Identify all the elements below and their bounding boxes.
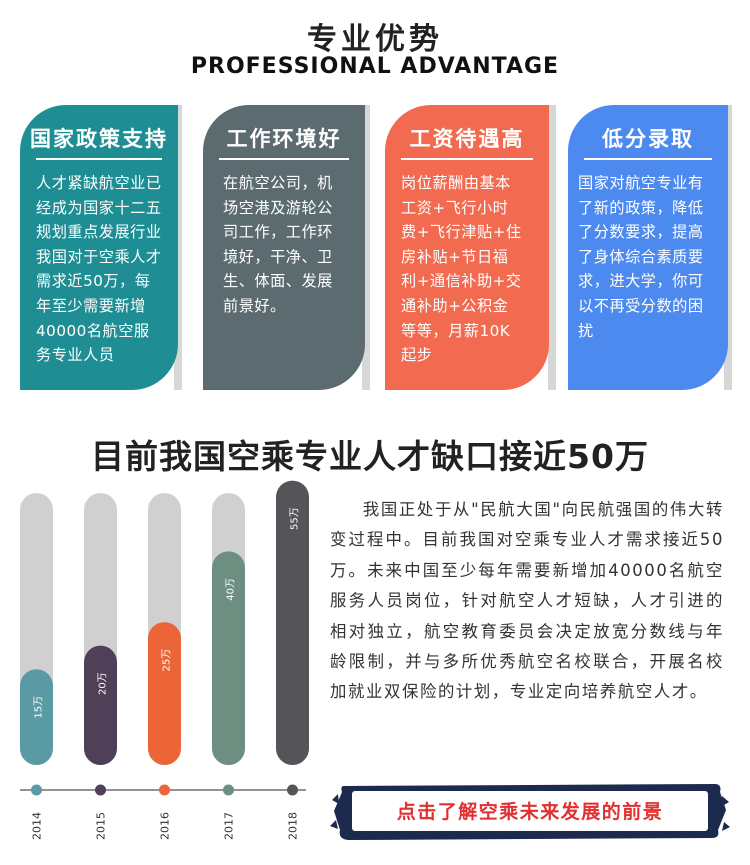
card-line: 以不再受分数的困 — [578, 296, 704, 315]
card-line: 求，进大学，你可 — [578, 272, 704, 291]
bar-2016 — [148, 622, 181, 765]
bar-2014 — [20, 669, 53, 765]
card-line: 国家对航空专业有 — [578, 174, 704, 192]
card-line: 工资+飞行小时 — [401, 198, 509, 217]
card-line: 司工作，工作环 — [223, 223, 333, 242]
card-body: 国家对航空专业有 了新的政策，降低 了分数要求，提高 了身体综合素质要 求，进大… — [578, 171, 722, 343]
x-tick-label: 2016 — [159, 812, 172, 840]
card-title: 工资待遇高 — [409, 127, 525, 151]
card-shadow — [362, 105, 370, 390]
card-line: 40000名航空服 — [36, 321, 150, 340]
card-title: 工作环境好 — [226, 127, 342, 151]
card-salary: 工资待遇高 岗位薪酬由基本 工资+飞行小时 费+飞行津贴+住 房补贴+节日福 利… — [385, 105, 549, 390]
card-line: 人才紧缺航空业已 — [36, 174, 162, 192]
headline: 目前我国空乘专业人才缺口接近50万 — [91, 437, 649, 476]
card-line: 费+飞行津贴+住 — [401, 223, 522, 242]
card-line: 了新的政策，降低 — [578, 198, 704, 217]
card-divider — [401, 158, 533, 160]
card-line: 年至少需要新增 — [36, 296, 146, 315]
card-line: 起步 — [401, 346, 433, 365]
talent-gap-bar-chart: 15万 20万 25万 40万 55万 2014 2015 2016 2017 2018 — [20, 480, 309, 840]
card-line: 扰 — [578, 321, 594, 340]
bar-value-label: 55万 — [290, 507, 301, 530]
bar-value-label: 15万 — [34, 696, 45, 719]
bar-2017 — [212, 551, 245, 765]
card-body: 岗位薪酬由基本 工资+飞行小时 费+飞行津贴+住 房补贴+节日福 利+通信补助+… — [401, 171, 539, 368]
card-line: 利+通信补助+交 — [401, 272, 522, 291]
card-line: 场空港及游轮公 — [223, 198, 333, 217]
card-shadow — [174, 105, 182, 390]
card-low-score: 低分录取 国家对航空专业有 了新的政策，降低 了分数要求，提高 了身体综合素质要… — [568, 105, 728, 390]
card-shadow — [548, 105, 556, 390]
timeline-dot — [223, 784, 234, 796]
section-subtitle: PROFESSIONAL ADVANTAGE — [190, 54, 560, 79]
card-line: 了身体综合素质要 — [578, 247, 704, 266]
timeline-dot — [287, 784, 298, 796]
section-title: 专业优势 — [307, 22, 443, 57]
bar-value-label: 25万 — [162, 649, 173, 672]
brush-banner — [330, 784, 730, 840]
learn-more-label: 点击了解空乘未来发展的前景 — [396, 801, 664, 823]
x-tick-label: 2018 — [287, 812, 300, 840]
x-tick-label: 2015 — [95, 812, 108, 840]
card-line: 房补贴+节日福 — [401, 247, 509, 266]
card-line: 等等，月薪10K — [401, 321, 511, 340]
card-body: 在航空公司，机 场空港及游轮公 司工作，工作环 境好，干净、卫 生、体面、发展 … — [223, 171, 355, 319]
timeline-dot — [159, 784, 170, 796]
card-divider — [584, 158, 712, 160]
card-divider — [219, 158, 349, 160]
card-policy-support: 国家政策支持 人才紧缺航空业已 经成为国家十二五 规划重点发展行业 我国对于空乘… — [20, 105, 178, 390]
bar-2018 — [276, 480, 309, 765]
card-line: 务专业人员 — [36, 346, 115, 365]
timeline-dot — [31, 784, 42, 796]
card-title: 低分录取 — [602, 127, 694, 151]
timeline-dot — [95, 784, 106, 796]
card-title: 国家政策支持 — [30, 127, 168, 151]
learn-more-button[interactable]: 点击了解空乘未来发展的前景 — [330, 780, 730, 842]
bar-value-label: 40万 — [226, 578, 237, 601]
bar-2015 — [84, 645, 117, 765]
card-line: 了分数要求，提高 — [578, 223, 704, 242]
card-line: 通补助+公积金 — [401, 296, 509, 315]
card-line: 境好，干净、卫 — [223, 247, 333, 266]
card-line: 前景好。 — [223, 296, 286, 315]
card-line: 生、体面、发展 — [223, 272, 333, 291]
x-tick-label: 2014 — [31, 812, 44, 840]
x-tick-label: 2017 — [223, 812, 236, 840]
card-shadow — [724, 105, 732, 390]
card-line: 岗位薪酬由基本 — [401, 174, 511, 192]
card-body: 人才紧缺航空业已 经成为国家十二五 规划重点发展行业 我国对于空乘人才 需求近5… — [36, 171, 168, 368]
card-line: 需求近50万，每 — [36, 272, 151, 291]
card-work-environment: 工作环境好 在航空公司，机 场空港及游轮公 司工作，工作环 境好，干净、卫 生、… — [203, 105, 365, 390]
description-paragraph: 我国正处于从"民航大国"向民航强国的伟大转变过程中。目前我国对空乘专业人才需求接… — [330, 500, 724, 702]
bar-value-label: 20万 — [98, 672, 109, 695]
card-line: 经成为国家十二五 — [36, 198, 162, 217]
card-line: 在航空公司，机 — [223, 174, 333, 192]
card-divider — [36, 158, 162, 160]
card-line: 规划重点发展行业 — [36, 223, 162, 242]
card-line: 我国对于空乘人才 — [36, 247, 162, 266]
